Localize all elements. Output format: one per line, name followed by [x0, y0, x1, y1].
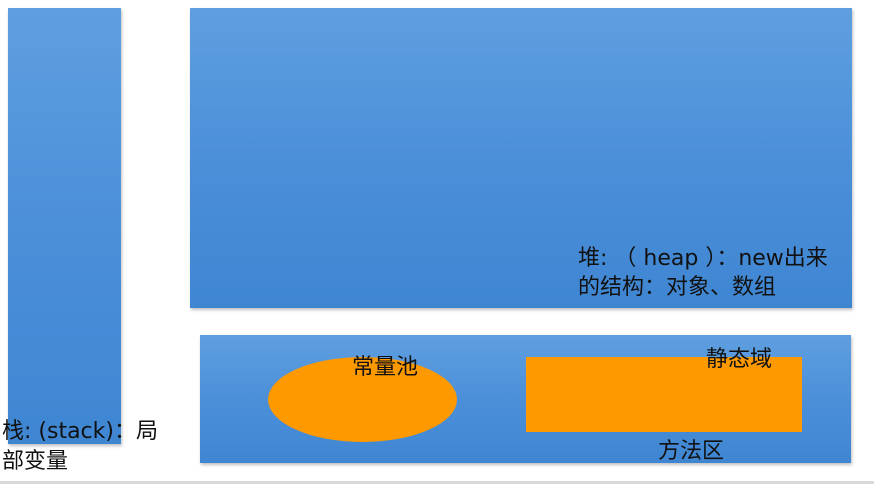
stack-label-line2: 部变量: [2, 447, 68, 477]
stack-label-line1: 栈: (stack)：局: [2, 417, 158, 447]
heap-label-line1: 堆: （ heap ）：new出来: [578, 244, 828, 274]
method-area-label: 方法区: [658, 437, 724, 467]
heap-label-line2: 的结构：对象、数组: [578, 273, 776, 303]
constant-pool-label: 常量池: [352, 353, 418, 383]
stack-block: [8, 8, 121, 444]
static-area-label: 静态域: [706, 345, 772, 375]
